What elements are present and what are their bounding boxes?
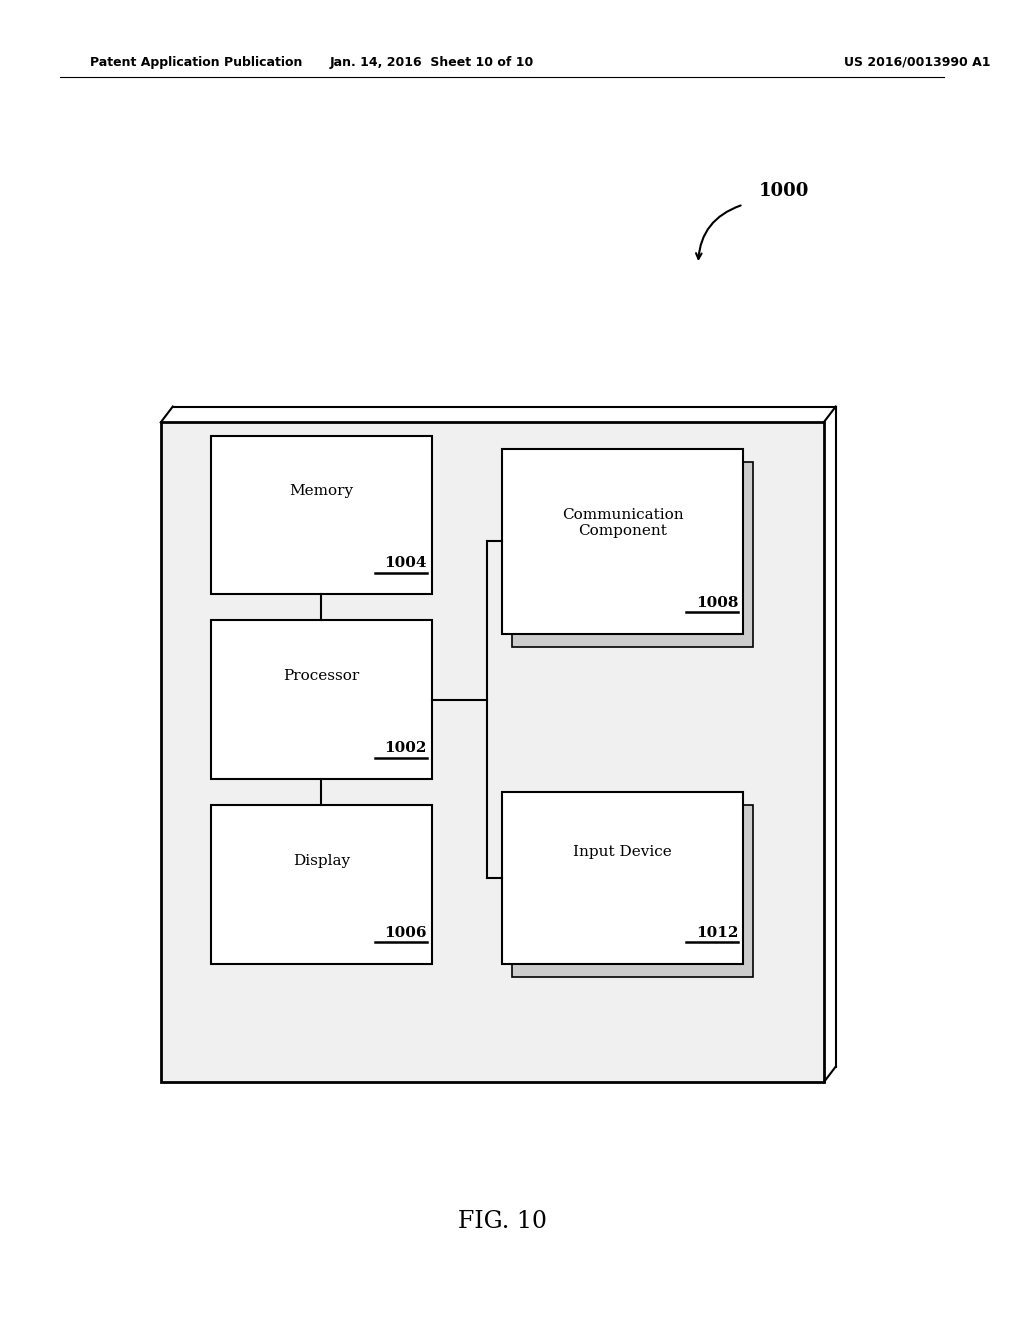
Text: Memory: Memory (290, 484, 353, 498)
Text: Patent Application Publication: Patent Application Publication (90, 55, 303, 69)
Text: 1012: 1012 (696, 925, 738, 940)
Bar (161, 422, 823, 1082)
Text: US 2016/0013990 A1: US 2016/0013990 A1 (844, 55, 990, 69)
Bar (512, 462, 754, 647)
Text: Jan. 14, 2016  Sheet 10 of 10: Jan. 14, 2016 Sheet 10 of 10 (330, 55, 535, 69)
Text: 1006: 1006 (384, 925, 427, 940)
Bar (211, 805, 432, 964)
Text: Display: Display (293, 854, 350, 867)
Text: 1002: 1002 (385, 741, 427, 755)
Text: 1000: 1000 (759, 182, 809, 201)
Bar (502, 792, 743, 964)
Text: Input Device: Input Device (573, 845, 672, 859)
Bar (211, 620, 432, 779)
Text: 1004: 1004 (384, 556, 427, 570)
Bar (512, 805, 754, 977)
Bar (211, 436, 432, 594)
Bar (502, 449, 743, 634)
Text: Processor: Processor (284, 669, 359, 682)
Text: 1008: 1008 (695, 595, 738, 610)
Text: FIG. 10: FIG. 10 (458, 1209, 547, 1233)
Text: Communication
Component: Communication Component (562, 508, 684, 537)
